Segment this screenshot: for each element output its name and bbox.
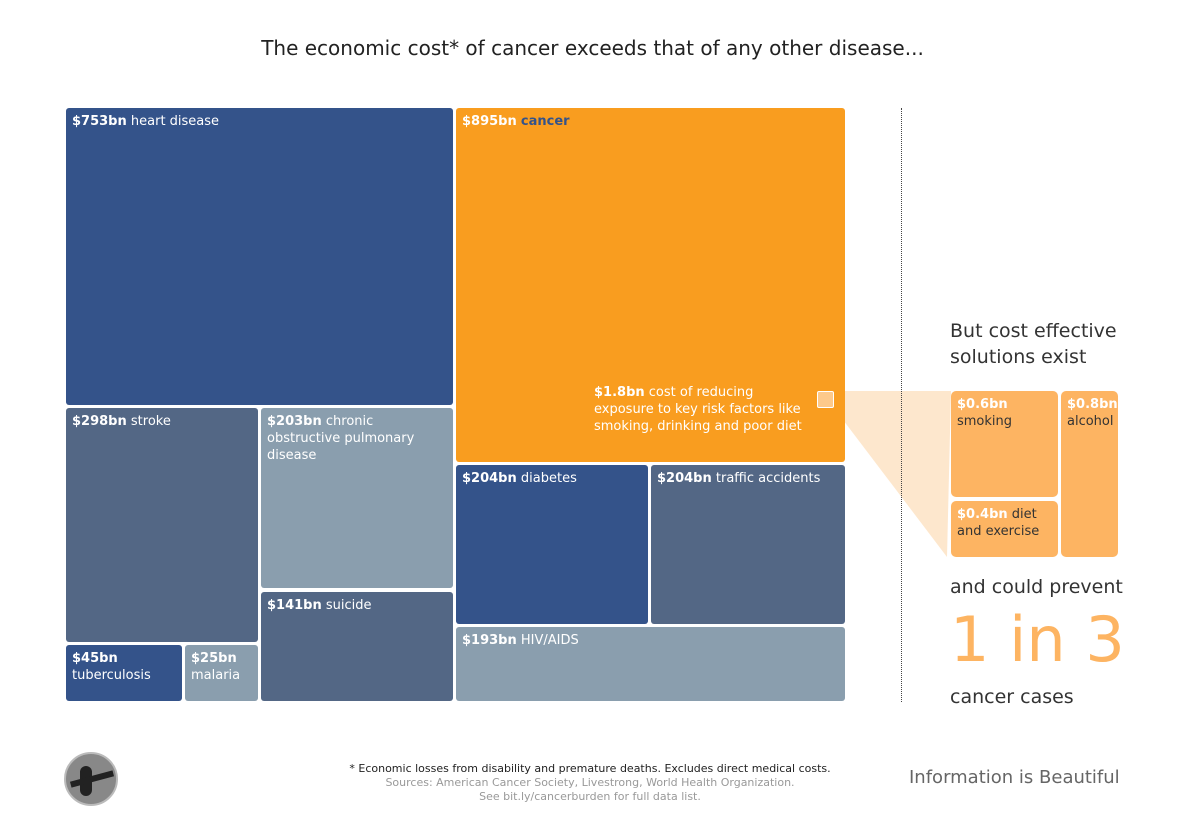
solution-label: diet and exercise [957, 507, 1040, 539]
tile-tb: $45bn tuberculosis [66, 645, 182, 701]
tile-label: chronic obstructive pulmonary disease [267, 414, 415, 463]
tile-value: $298bn [72, 414, 127, 429]
tile-label: heart disease [130, 114, 220, 129]
tile-value: $204bn [462, 471, 517, 486]
callout-square [817, 391, 834, 408]
tile-label: tuberculosis [72, 668, 151, 683]
tile-stroke: $298bn stroke [66, 408, 258, 642]
tile-value: $204bn [657, 471, 712, 486]
tile-label: traffic accidents [715, 471, 821, 486]
tile-heart: $753bn heart disease [66, 108, 453, 405]
chart-title: The economic cost* of cancer exceeds tha… [261, 36, 924, 60]
tile-hiv: $193bn HIV/AIDS [456, 627, 845, 701]
tile-value: $45bn [72, 651, 118, 666]
tile-copd: $203bn chronic obstructive pulmonary dis… [261, 408, 453, 588]
callout-value: $1.8bn [594, 385, 645, 400]
tile-suicide: $141bn suicide [261, 592, 453, 701]
tile-label: diabetes [520, 471, 577, 486]
tile-value: $895bn [462, 114, 517, 129]
solution-value: $0.8bn [1067, 397, 1118, 412]
solution-alcohol: $0.8bn alcohol [1061, 391, 1118, 557]
tile-value: $753bn [72, 114, 127, 129]
callout-label: cost of reducing exposure to key risk fa… [594, 385, 802, 434]
tile-label: HIV/AIDS [520, 633, 579, 648]
solution-value: $0.6bn [957, 397, 1008, 412]
tile-cancer: $895bn cancer [456, 108, 845, 462]
tile-label: stroke [130, 414, 171, 429]
solution-label: alcohol [1067, 414, 1114, 429]
side-prevent: and could prevent [950, 576, 1123, 598]
divider-line [901, 108, 902, 702]
tile-label: cancer [520, 114, 570, 129]
solution-label: smoking [957, 414, 1013, 429]
cancer-callout: $1.8bn cost of reducing exposure to key … [594, 384, 814, 435]
tile-diabetes: $204bn diabetes [456, 465, 648, 624]
side-cases: cancer cases [950, 686, 1074, 708]
world-cancer-day-logo [64, 752, 118, 806]
see-link[interactable]: See bit.ly/cancerburden for full data li… [479, 790, 701, 803]
tile-value: $203bn [267, 414, 322, 429]
tile-malaria: $25bn malaria [185, 645, 258, 701]
solution-diet: $0.4bn diet and exercise [951, 501, 1058, 557]
tile-value: $193bn [462, 633, 517, 648]
side-big-number: 1 in 3 [950, 603, 1125, 676]
side-heading: But cost effective solutions exist [950, 320, 1117, 368]
brand-name: Information is Beautiful [909, 767, 1120, 788]
tile-label: malaria [191, 668, 241, 683]
tile-value: $141bn [267, 598, 322, 613]
solution-smoking: $0.6bn smoking [951, 391, 1058, 497]
footnote: * Economic losses from disability and pr… [349, 762, 831, 775]
tile-value: $25bn [191, 651, 237, 666]
wedge-shape [834, 391, 951, 557]
tile-label: suicide [325, 598, 372, 613]
tile-traffic: $204bn traffic accidents [651, 465, 845, 624]
solution-value: $0.4bn [957, 507, 1008, 522]
sources: Sources: American Cancer Society, Livest… [385, 776, 795, 789]
